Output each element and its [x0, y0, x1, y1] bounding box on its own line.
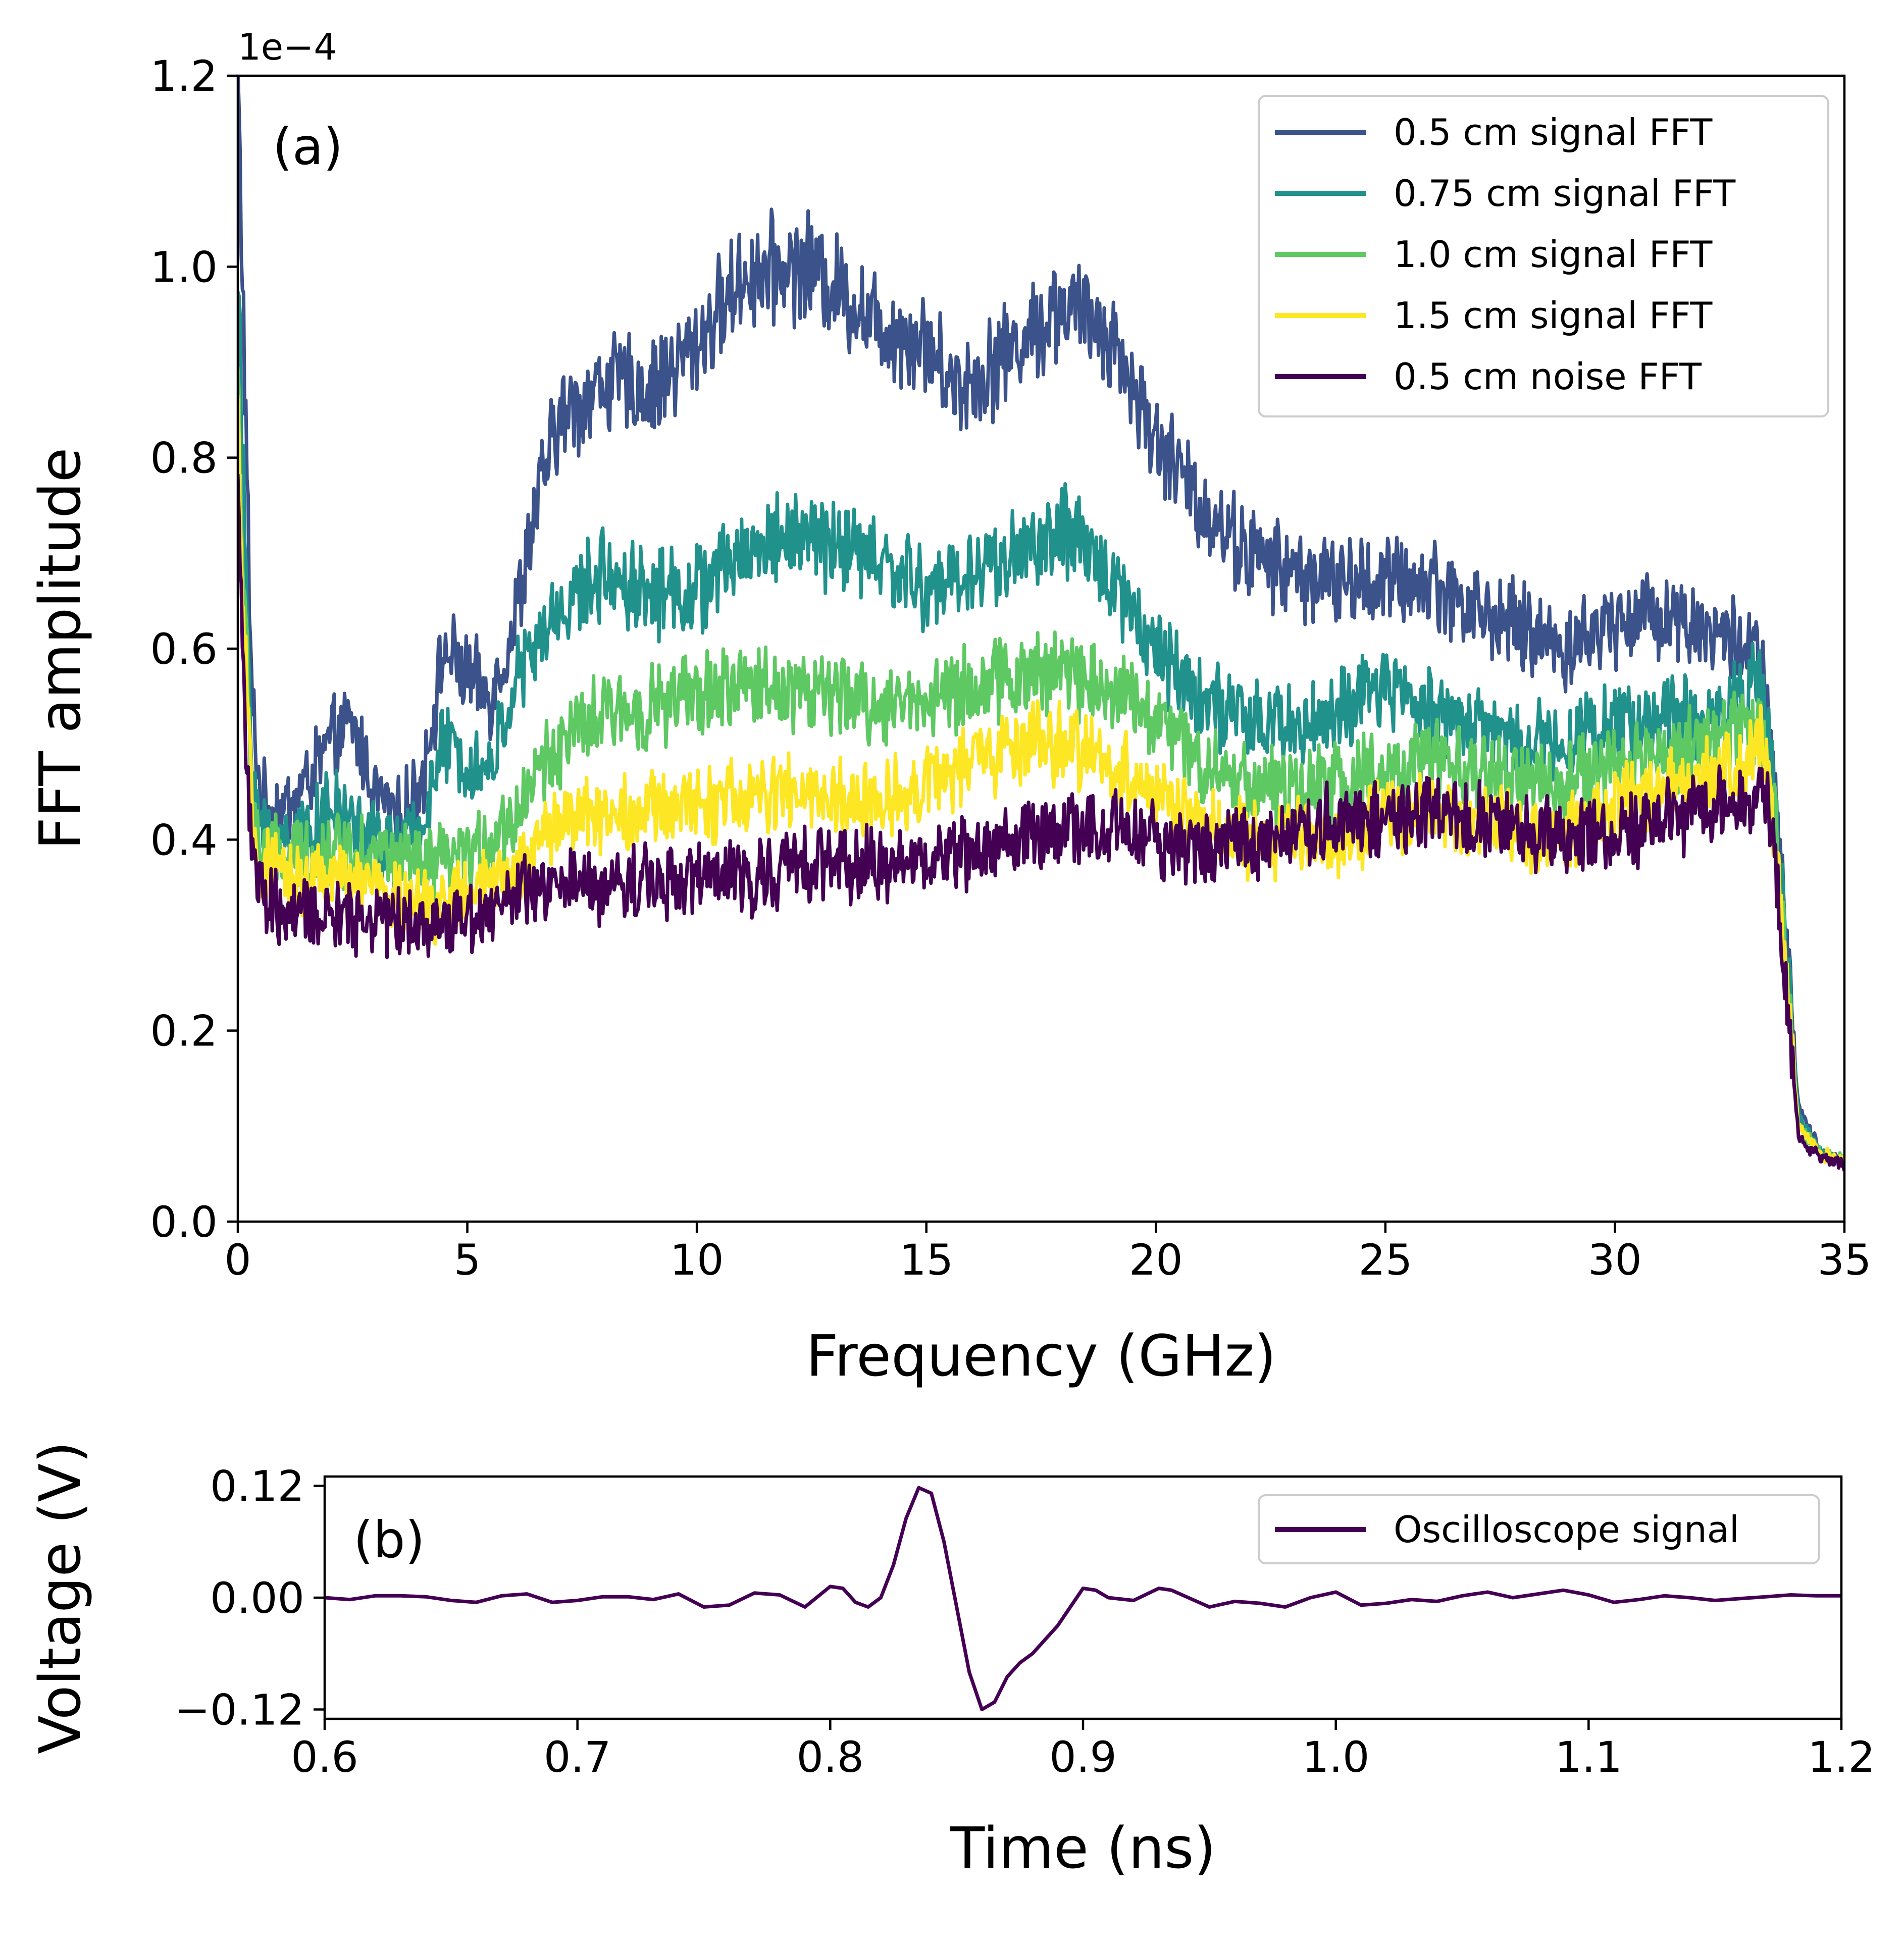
y-tick-label: 0.00 — [210, 1573, 304, 1623]
fft-y-offset-label: 1e−4 — [238, 26, 337, 68]
oscilloscope-panel-label: (b) — [353, 1510, 425, 1569]
x-tick-label: 0 — [224, 1235, 251, 1285]
legend-label-0-75cm-signal: 0.75 cm signal FFT — [1394, 172, 1736, 215]
y-tick-label: 1.0 — [150, 242, 218, 292]
series-line-1-0-cm-signal-fft — [238, 366, 1844, 1165]
legend-label-1-5cm-signal: 1.5 cm signal FFT — [1394, 294, 1713, 337]
legend-label-0-5cm-noise: 0.5 cm noise FFT — [1394, 355, 1702, 398]
oscilloscope-series-group — [325, 1486, 1841, 1711]
fft-legend-box — [1258, 95, 1829, 417]
fft-panel: 0 5 10 15 20 25 30 35 0.0 0.2 0.4 0.6 0.8 1.0 1.2 1e−… — [28, 26, 1871, 1389]
fft-y-axis-title: FFT amplitude — [28, 448, 93, 850]
fft-legend: 0.5 cm signal FFT 0.75 cm signal FFT 1.0… — [1258, 95, 1829, 417]
y-tick-label: 0.4 — [150, 815, 218, 865]
fft-x-axis-title: Frequency (GHz) — [806, 1324, 1276, 1389]
x-tick-label: 25 — [1358, 1235, 1412, 1285]
x-tick-label: 1.0 — [1302, 1732, 1370, 1782]
x-tick-label: 20 — [1129, 1235, 1183, 1285]
y-tick-label: 0.12 — [210, 1461, 304, 1511]
y-tick-label: 0.8 — [150, 434, 218, 483]
x-tick-label: 0.7 — [544, 1732, 611, 1782]
y-tick-label: 0.6 — [150, 624, 218, 674]
fft-panel-label: (a) — [273, 117, 343, 176]
fft-x-ticks: 0 5 10 15 20 25 30 35 — [224, 1222, 1871, 1285]
y-tick-label: −0.12 — [175, 1685, 304, 1735]
oscilloscope-y-ticks: −0.12 0.00 0.12 — [175, 1461, 325, 1735]
x-tick-label: 5 — [454, 1235, 481, 1285]
oscilloscope-y-axis-title: Voltage (V) — [28, 1441, 93, 1754]
x-tick-label: 0.6 — [291, 1732, 358, 1782]
oscilloscope-legend-box — [1258, 1494, 1820, 1564]
legend-label-oscilloscope-signal: Oscilloscope signal — [1394, 1508, 1739, 1551]
series-line-0-5-cm-signal-fft — [238, 76, 1844, 1165]
legend-label-1-0cm-signal: 1.0 cm signal FFT — [1394, 233, 1713, 276]
y-tick-label: 0.0 — [150, 1197, 218, 1247]
fft-series-group — [238, 76, 1844, 1172]
series-line-oscilloscope-signal — [325, 1486, 1841, 1711]
x-tick-label: 35 — [1818, 1235, 1872, 1285]
x-tick-label: 30 — [1588, 1235, 1642, 1285]
x-tick-label: 0.8 — [797, 1732, 864, 1782]
oscilloscope-x-ticks: 0.6 0.7 0.8 0.9 1.0 1.1 1.2 — [291, 1719, 1875, 1782]
x-tick-label: 15 — [899, 1235, 953, 1285]
y-tick-label: 0.2 — [150, 1007, 218, 1056]
x-tick-label: 0.9 — [1049, 1732, 1117, 1782]
oscilloscope-x-axis-title: Time (ns) — [950, 1816, 1216, 1881]
series-line-0-75-cm-signal-fft — [238, 291, 1844, 1168]
y-tick-label: 1.2 — [150, 51, 218, 101]
legend-label-0-5cm-signal: 0.5 cm signal FFT — [1394, 111, 1713, 153]
x-tick-label: 1.1 — [1555, 1732, 1623, 1782]
x-tick-label: 1.2 — [1808, 1732, 1875, 1782]
oscilloscope-legend: Oscilloscope signal — [1258, 1494, 1820, 1564]
fft-y-ticks: 0.0 0.2 0.4 0.6 0.8 1.0 1.2 — [150, 51, 238, 1247]
x-tick-label: 10 — [670, 1235, 724, 1285]
oscilloscope-panel: 0.6 0.7 0.8 0.9 1.0 1.1 1.2 −0.120.000.12 (b) … — [28, 1441, 1875, 1881]
series-line-0-5-cm-noise-fft — [238, 473, 1844, 1172]
